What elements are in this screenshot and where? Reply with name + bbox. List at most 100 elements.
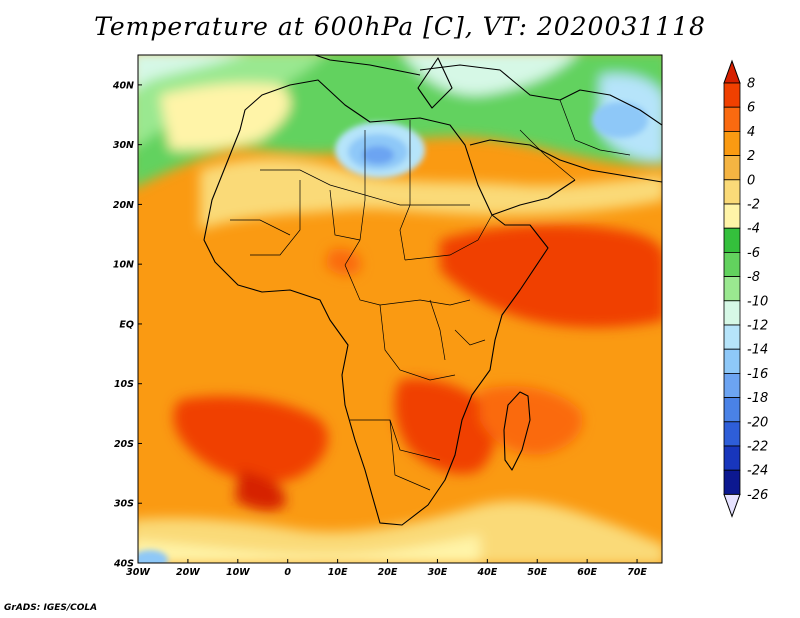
field-hot-spot-atlantic: [235, 470, 286, 511]
colorbar-swatch: [723, 179, 741, 205]
page-title: Temperature at 600hPa [C], VT: 202003111…: [94, 12, 706, 41]
map-frame: [137, 54, 663, 564]
colorbar-label: -2: [747, 198, 760, 213]
colorbar-label: -10: [747, 294, 768, 309]
colorbar-swatch: [723, 300, 741, 326]
border-south-sudan-ethiopia: [404, 214, 493, 261]
colorbar-label: -22: [747, 440, 768, 455]
lat-tick-label: 20S: [114, 439, 134, 450]
lat-tick-label: 10S: [114, 379, 134, 390]
field-iran-cold-core: [592, 102, 648, 138]
border-namibia-botswana: [350, 419, 441, 461]
field-libya-cold-core: [362, 146, 394, 164]
arabia-coast: [469, 139, 662, 183]
border-central-africa: [344, 264, 471, 306]
colorbar-bottom-arrow: [723, 493, 741, 518]
field-southern-mild-band: [138, 501, 662, 563]
lon-tick-label: 30W: [126, 567, 150, 578]
field-atlantic-coldest: [138, 55, 239, 88]
colorbar-label: -26: [747, 488, 768, 503]
country-borders: [230, 99, 631, 491]
latitude-axis: 40N 30N 20N 10N EQ 10S 20S 30S 40S: [112, 80, 142, 570]
lon-tick-label: 0: [284, 567, 291, 578]
border-congo-zambia: [379, 304, 456, 381]
colorbar-swatch: [723, 155, 741, 181]
gulf-of-aden-coast: [491, 179, 576, 216]
colorbar-label: -12: [747, 319, 768, 334]
border-iraq-iran: [559, 99, 631, 156]
lon-tick-label: 10W: [226, 567, 250, 578]
lat-tick-label: EQ: [119, 319, 134, 330]
field-southern-light-band: [138, 535, 480, 563]
colorbar-label: -24: [747, 464, 768, 479]
caspian-iran-coast: [559, 89, 662, 126]
africa-coastline: [203, 79, 549, 526]
colorbar-label: -8: [747, 270, 760, 285]
colorbar-swatch: [723, 276, 741, 302]
field-mozambique-warm: [480, 386, 583, 455]
coastlines: [203, 55, 662, 526]
credit-label: GrADS: IGES/COLA: [4, 603, 98, 613]
border-libya-chad: [344, 130, 366, 266]
colorbar-label: -20: [747, 415, 768, 430]
lon-tick-label: 20E: [378, 567, 398, 578]
colorbar-swatch: [723, 227, 741, 253]
field-south-atlantic-warm-core: [173, 396, 329, 483]
colorbar-swatch: [723, 130, 741, 156]
colorbar-label: -14: [747, 343, 768, 358]
southern-europe-coast: [313, 55, 421, 76]
madagascar-coastline: [503, 391, 531, 471]
colorbar-swatch: [723, 372, 741, 398]
colorbar-label: 0: [747, 173, 755, 188]
field-east-africa-warm-core: [440, 224, 662, 328]
anatolia-coast: [419, 64, 561, 101]
field-sw-cold-corner: [138, 550, 168, 563]
temperature-field: [138, 55, 662, 563]
field-sahara-mild: [200, 158, 662, 230]
field-east-med-cold: [403, 55, 576, 96]
lon-tick-label: 50E: [527, 567, 547, 578]
lon-tick-label: 60E: [577, 567, 597, 578]
border-egypt-sudan: [399, 120, 411, 261]
colorbar-label: -6: [747, 246, 760, 261]
lat-tick-label: 40N: [112, 80, 134, 91]
border-lake-tanganyika: [429, 299, 446, 361]
colorbar-label: -4: [747, 222, 760, 237]
lat-tick-label: 10N: [113, 260, 134, 271]
field-central-warm: [325, 248, 361, 276]
border-west-africa: [230, 219, 291, 236]
colorbar-swatch: [723, 82, 741, 108]
colorbar-label: 8: [747, 77, 755, 92]
border-tanzania: [454, 329, 486, 346]
colorbar-swatch: [723, 397, 741, 423]
colorbar-label: -18: [747, 391, 768, 406]
field-southern-africa-warm-core: [394, 378, 495, 474]
colorbar-swatch: [723, 421, 741, 447]
colorbar-swatch: [723, 251, 741, 277]
colorbar-swatch: [723, 445, 741, 471]
lat-tick-label: 30S: [114, 499, 134, 510]
lon-tick-label: 40E: [476, 567, 497, 578]
colorbar-swatch: [723, 348, 741, 374]
border-south-africa: [389, 419, 431, 491]
colorbar-swatch: [723, 469, 741, 495]
colorbar-label: -16: [747, 367, 768, 382]
colorbar-swatch: [723, 324, 741, 350]
lat-tick-label: 20N: [113, 200, 134, 211]
lat-tick-label: 30N: [113, 140, 134, 151]
colorbar-swatch: [723, 203, 741, 229]
lat-tick-label: 40S: [113, 559, 134, 570]
lon-tick-label: 10E: [328, 567, 348, 578]
longitude-axis: 30W 20W 10W 0 10E 20E 30E 40E 50E 60E 70E: [126, 559, 647, 578]
border-niger: [329, 189, 361, 241]
greece-coast: [417, 57, 453, 109]
colorbar-label: 6: [747, 101, 755, 116]
colorbar-label: 4: [747, 125, 755, 140]
lon-tick-label: 70E: [627, 567, 647, 578]
field-morocco-light: [160, 83, 291, 150]
colorbar-top-arrow: [723, 59, 741, 84]
lon-tick-label: 20W: [176, 567, 200, 578]
colorbar: 8 6 4 2 0 -2 -4 -6 -8 -10 -12 -14 -16 -18 -20 -22 -24 -26: [723, 59, 768, 518]
lon-tick-label: 30E: [428, 567, 448, 578]
